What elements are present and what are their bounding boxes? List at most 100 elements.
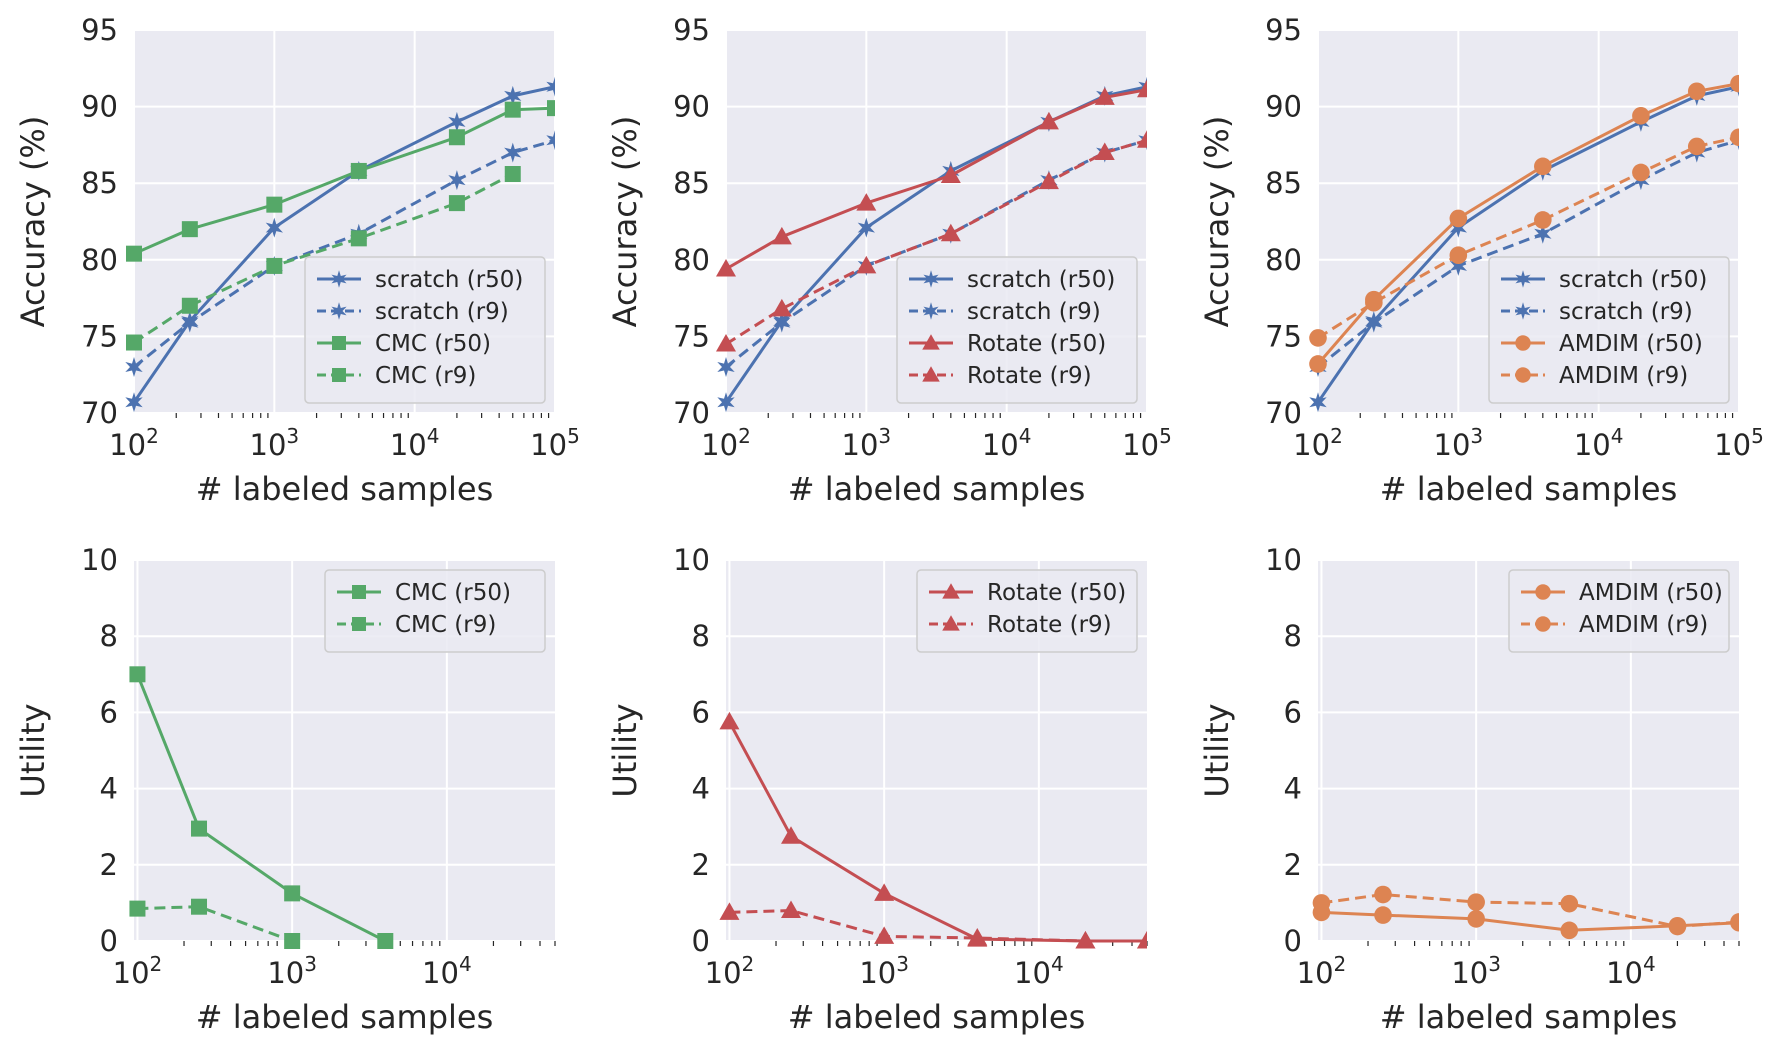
data-point <box>125 392 143 413</box>
legend-marker <box>332 368 346 382</box>
data-point <box>716 334 736 352</box>
legend-label: AMDIM (r50) <box>1579 580 1723 606</box>
data-point <box>1309 392 1327 413</box>
data-point <box>1038 171 1059 190</box>
x-axis-title: # labeled samples <box>1380 470 1678 508</box>
data-point <box>125 357 143 377</box>
x-tick-label: 102 <box>1297 952 1347 990</box>
y-tick-label: 8 <box>692 619 710 653</box>
data-point <box>1467 893 1485 911</box>
x-tick-label: 104 <box>1014 952 1064 990</box>
legend-marker <box>942 583 960 599</box>
x-tick-label: 102 <box>705 952 755 990</box>
y-tick-label: 4 <box>100 772 118 806</box>
y-tick-label: 4 <box>692 772 710 806</box>
legend-marker <box>1515 367 1531 383</box>
y-tick-label: 4 <box>1284 772 1302 806</box>
data-point <box>1094 87 1115 105</box>
series-line <box>1321 910 1739 932</box>
x-tick-label: 105 <box>1714 424 1764 462</box>
x-axis-title: # labeled samples <box>788 470 1086 508</box>
data-point <box>350 162 367 179</box>
panel-4: 0 2 4 6 8 10 102 103 104 # labeled samples Utility… <box>14 543 556 1036</box>
legend-label: CMC (r9) <box>375 363 476 389</box>
data-point <box>181 221 198 238</box>
y-tick-label: 8 <box>1284 619 1302 653</box>
x-axis-title: # labeled samples <box>788 998 1086 1036</box>
data-point <box>773 312 791 333</box>
data-point <box>448 129 465 146</box>
x-tick-label: 105 <box>530 424 580 462</box>
panel-3: 70 75 80 85 90 95 102 103 104 105 # labeled sample… <box>1198 13 1764 508</box>
series-group <box>719 711 1147 949</box>
data-point <box>1668 917 1687 936</box>
data-point <box>1449 209 1468 228</box>
x-tick-label: 103 <box>250 424 300 462</box>
y-tick-label: 6 <box>692 695 710 729</box>
legend-label: CMC (r9) <box>395 612 496 638</box>
legend-marker <box>923 270 939 288</box>
data-point <box>717 357 735 377</box>
data-point <box>1374 906 1392 924</box>
x-tick-label: 102 <box>1293 424 1343 462</box>
y-tick-label: 2 <box>1284 848 1302 882</box>
legend-label: scratch (r50) <box>1559 267 1707 293</box>
x-tick-label: 102 <box>109 424 159 462</box>
x-tick-label: 104 <box>1606 952 1656 990</box>
panel-5: 0 2 4 6 8 10 102 103 104 # labeled samples Utility… <box>606 543 1148 1036</box>
data-point <box>1309 329 1327 347</box>
y-axis-title: Utility <box>606 703 644 797</box>
data-point <box>181 312 199 333</box>
data-point <box>781 900 802 919</box>
data-point <box>1365 312 1383 333</box>
data-point <box>1449 255 1467 276</box>
y-axis-title: Utility <box>1198 703 1236 797</box>
data-point <box>716 258 736 277</box>
series-group <box>716 76 1147 413</box>
data-point <box>1560 921 1579 940</box>
x-tick-label: 104 <box>1574 424 1624 462</box>
y-tick-label: 0 <box>1284 924 1302 958</box>
panel-1: 70 75 80 85 90 95 102 103 104 105 # labeled sample… <box>14 13 580 508</box>
x-tick-label: 102 <box>113 952 163 990</box>
data-point <box>448 170 466 191</box>
data-point <box>126 245 142 262</box>
x-tick-label: 103 <box>859 952 909 990</box>
y-tick-label: 85 <box>81 166 118 200</box>
data-point <box>504 142 522 163</box>
legend-marker <box>1515 302 1531 320</box>
legend: AMDIM (r50) AMDIM (r9) <box>1508 569 1730 653</box>
y-tick-label: 90 <box>673 90 710 124</box>
x-tick-label: 103 <box>1434 424 1484 462</box>
y-tick-label: 75 <box>673 319 710 353</box>
y-tick-label: 10 <box>81 543 118 577</box>
data-point <box>1137 130 1147 148</box>
y-tick-label: 75 <box>81 319 118 353</box>
y-tick-label: 95 <box>1265 13 1302 47</box>
y-tick-label: 80 <box>1265 243 1302 277</box>
legend-marker <box>923 302 939 320</box>
data-point <box>265 217 283 238</box>
legend: CMC (r50) CMC (r9) <box>324 569 546 653</box>
data-point <box>1137 79 1147 98</box>
data-point <box>1534 211 1552 229</box>
data-point <box>191 820 208 837</box>
data-point <box>1632 106 1650 125</box>
x-tick-label: 103 <box>267 952 317 990</box>
data-point <box>874 883 895 901</box>
legend-label: scratch (r50) <box>967 267 1115 293</box>
y-tick-label: 80 <box>81 243 118 277</box>
legend: scratch (r50) scratch (r9) CMC (r50) CMC (r… <box>304 256 546 404</box>
data-point <box>1137 931 1147 949</box>
data-point <box>719 711 740 730</box>
data-point <box>1560 894 1579 913</box>
legend-marker <box>1535 584 1551 600</box>
data-point <box>547 100 555 117</box>
x-axis-title: # labeled samples <box>1380 998 1678 1036</box>
data-point <box>266 196 283 213</box>
data-point <box>719 902 740 920</box>
y-tick-label: 85 <box>1265 166 1302 200</box>
data-point <box>1374 885 1392 904</box>
data-point <box>874 926 895 944</box>
